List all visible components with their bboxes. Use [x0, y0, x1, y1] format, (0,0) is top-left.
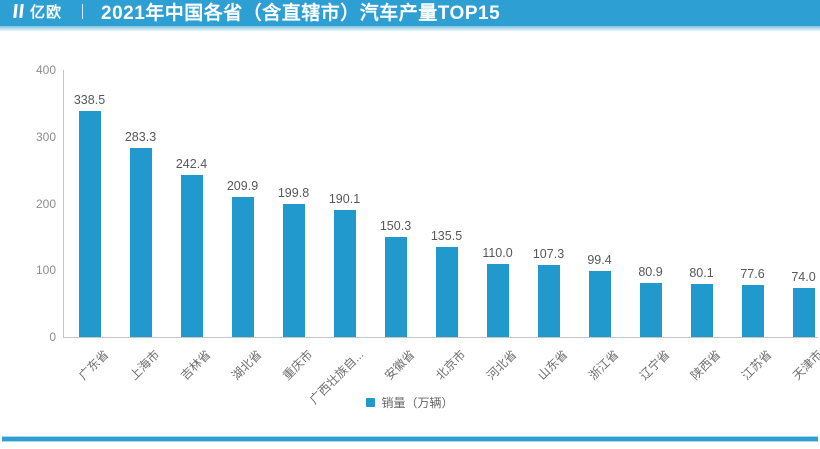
bar [384, 236, 407, 337]
page-title: 2021年中国各省（含直辖市）汽车产量TOP15 [101, 2, 501, 24]
bottom-divider-line [2, 437, 818, 441]
x-axis-category-label: 湖北省 [228, 347, 264, 383]
bar [792, 287, 815, 337]
bar [486, 263, 509, 337]
bar-value-label: 209.9 [226, 178, 259, 193]
bar-value-label: 135.5 [430, 228, 463, 243]
x-axis-category-label: 山东省 [534, 347, 570, 383]
bar-value-label: 80.9 [638, 264, 663, 279]
legend-marker-square [366, 398, 376, 407]
header-fade-strip [0, 26, 820, 31]
y-axis-tick-label: 100 [35, 263, 56, 278]
bar [690, 283, 713, 337]
bar-value-label: 107.3 [532, 247, 565, 262]
bar [588, 270, 611, 337]
bar-value-label: 74.0 [791, 269, 816, 284]
x-axis-category-label: 安徽省 [381, 347, 417, 383]
bar [537, 265, 560, 337]
bar-value-label: 190.1 [328, 192, 361, 207]
bar [180, 175, 203, 337]
bar [741, 285, 764, 337]
x-axis-category-label: 北京市 [432, 347, 468, 383]
bar [333, 210, 356, 337]
bar-value-label: 110.0 [482, 245, 513, 260]
bar-value-label: 242.4 [175, 157, 208, 172]
x-axis-category-label: 河北省 [483, 347, 519, 383]
bar-value-label: 77.6 [740, 267, 765, 282]
chart-legend: 销量（万辆） [0, 394, 820, 411]
x-axis-category-label: 重庆市 [279, 347, 315, 383]
header-bar: 亿欧 2021年中国各省（含直辖市）汽车产量TOP15 [0, 0, 820, 26]
bar [282, 203, 305, 337]
y-axis-tick-label: 200 [35, 196, 56, 211]
bar [639, 282, 662, 337]
y-axis-tick-label: 400 [35, 63, 56, 77]
header-divider [82, 3, 84, 19]
bar-value-label: 338.5 [73, 93, 106, 108]
x-axis-category-label: 天津市 [789, 347, 820, 383]
bar-value-label: 99.4 [587, 252, 612, 267]
yiou-logo-text: 亿欧 [30, 3, 63, 21]
y-axis-line [63, 70, 64, 337]
x-axis-category-label: 广东省 [75, 347, 111, 383]
bar-value-label: 80.1 [689, 265, 714, 280]
x-axis-category-label: 吉林省 [177, 347, 213, 383]
bar [78, 111, 101, 337]
x-axis-category-label: 陕西省 [687, 347, 723, 383]
x-axis-line [63, 337, 818, 338]
x-axis-category-label: 浙江省 [585, 347, 621, 383]
bar-value-label: 283.3 [124, 129, 157, 144]
bar-value-label: 150.3 [379, 218, 412, 233]
header-content: 亿欧 2021年中国各省（含直辖市）汽车产量TOP15 [13, 0, 812, 26]
y-axis-tick-label: 300 [35, 129, 56, 144]
bar [129, 147, 152, 337]
x-axis-category-label: 辽宁省 [636, 347, 672, 383]
x-axis-category-label: 江苏省 [738, 347, 774, 383]
bar [231, 196, 254, 337]
bar-value-label: 199.8 [277, 185, 310, 200]
y-axis-tick-label: 0 [49, 330, 56, 344]
legend-label: 销量（万辆） [381, 396, 454, 410]
bar [435, 246, 458, 337]
x-axis-category-label: 上海市 [126, 347, 162, 383]
